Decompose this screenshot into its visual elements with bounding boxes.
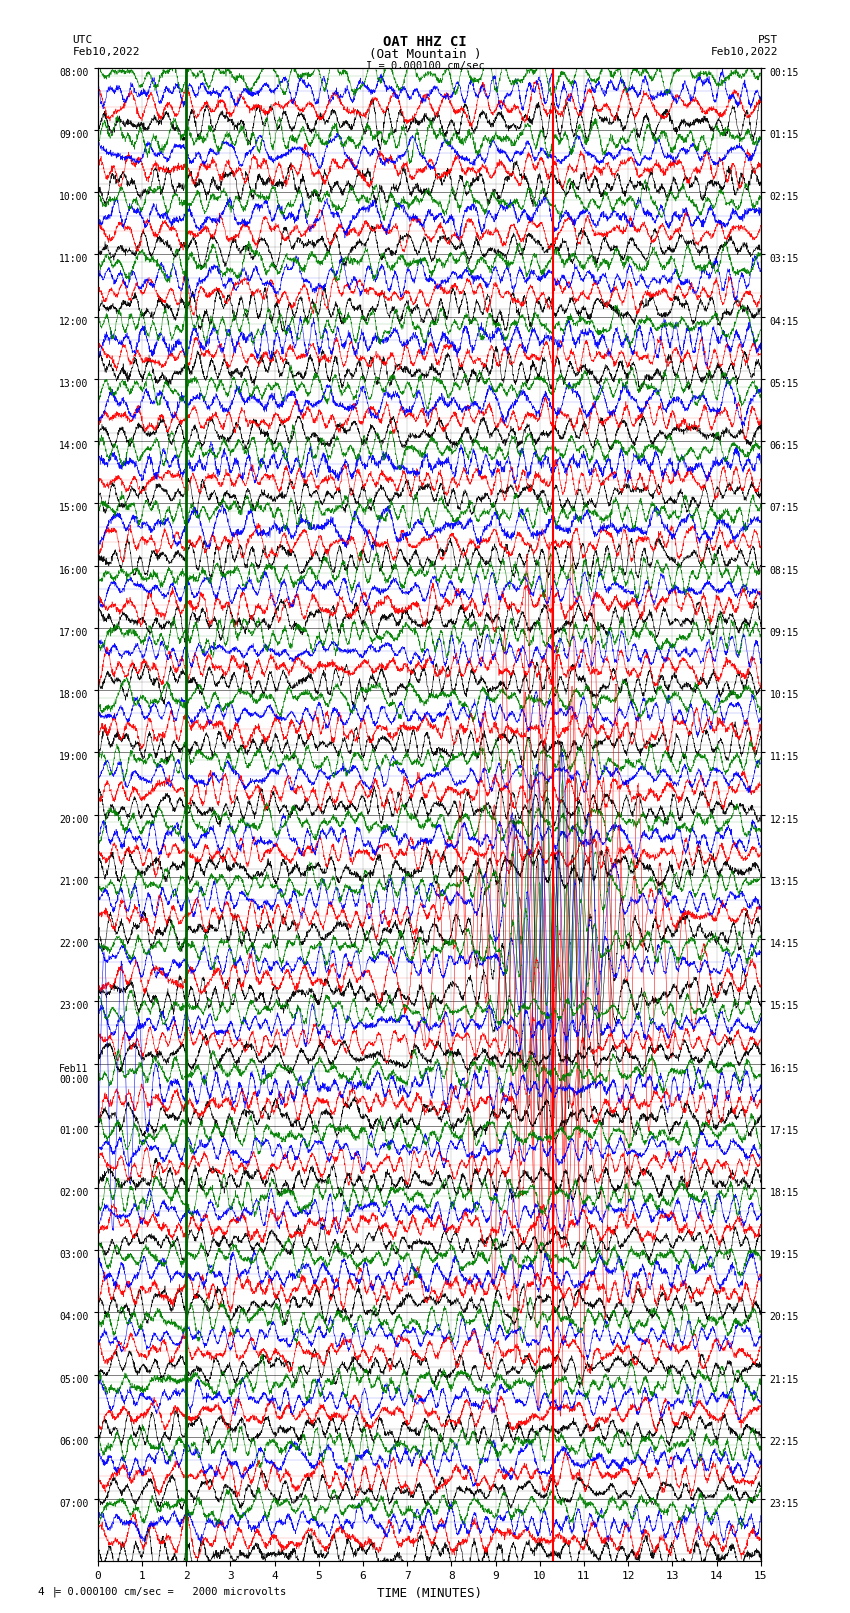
Text: (Oat Mountain ): (Oat Mountain ) (369, 48, 481, 61)
Text: PST: PST (757, 35, 778, 45)
Text: UTC: UTC (72, 35, 93, 45)
Text: OAT HHZ CI: OAT HHZ CI (383, 35, 467, 50)
Text: I = 0.000100 cm/sec: I = 0.000100 cm/sec (366, 61, 484, 71)
Text: 4 |: 4 | (38, 1586, 59, 1597)
Text: Feb10,2022: Feb10,2022 (711, 47, 778, 56)
Text: Feb10,2022: Feb10,2022 (72, 47, 139, 56)
X-axis label: TIME (MINUTES): TIME (MINUTES) (377, 1587, 482, 1600)
Text: = 0.000100 cm/sec =   2000 microvolts: = 0.000100 cm/sec = 2000 microvolts (55, 1587, 286, 1597)
